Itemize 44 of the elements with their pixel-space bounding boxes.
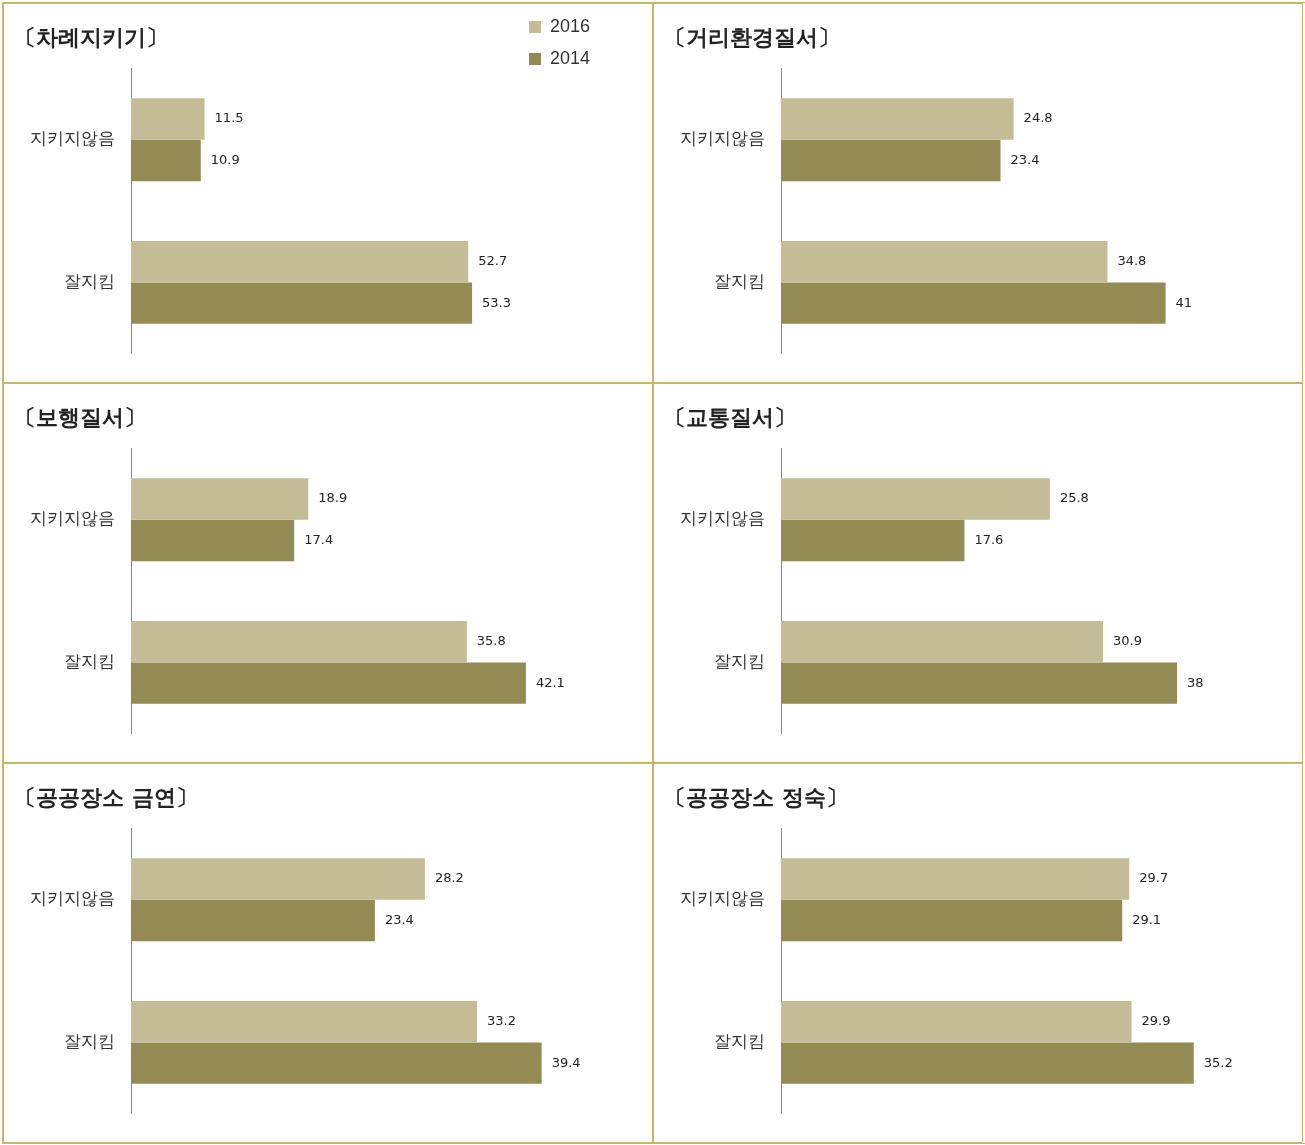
chart-title: 〔보행질서〕 <box>14 404 146 430</box>
data-label: 38 <box>1187 674 1204 690</box>
chart-title: 〔차례지키기〕 <box>14 24 168 50</box>
data-label: 53.3 <box>482 294 512 310</box>
y-tick-label: 잘지킴 <box>64 650 115 671</box>
data-label: 23.4 <box>1010 151 1040 167</box>
data-label: 17.6 <box>974 531 1004 547</box>
y-tick-label: 지키지않음 <box>680 128 765 149</box>
data-label: 35.2 <box>1203 1054 1233 1070</box>
data-label: 11.5 <box>214 110 244 126</box>
data-label: 33.2 <box>487 1013 516 1029</box>
data-label: 42.1 <box>535 674 565 690</box>
data-label: 23.4 <box>384 911 414 927</box>
data-label: 17.4 <box>304 531 334 547</box>
data-label: 35.8 <box>476 633 506 649</box>
data-label: 41 <box>1175 294 1193 310</box>
y-tick-label: 지키지않음 <box>30 508 115 529</box>
y-tick-label: 잘지킴 <box>714 1030 765 1051</box>
data-label: 29.9 <box>1141 1013 1171 1029</box>
y-tick-label: 잘지킴 <box>64 270 115 291</box>
data-label: 24.8 <box>1023 110 1053 126</box>
chart-title: 〔공공장소 금연〕 <box>14 784 198 810</box>
data-label: 18.9 <box>318 490 348 506</box>
data-label: 10.9 <box>210 151 240 167</box>
chart-title: 〔교통질서〕 <box>664 404 796 430</box>
y-tick-label: 지키지않음 <box>30 128 115 149</box>
data-label: 28.2 <box>434 870 464 886</box>
data-label: 25.8 <box>1059 490 1089 506</box>
y-tick-label: 지키지않음 <box>680 508 765 529</box>
data-label: 52.7 <box>478 253 508 269</box>
chart-title: 〔거리환경질서〕 <box>664 24 840 50</box>
legend-label: 2016 <box>549 15 590 36</box>
data-label: 34.8 <box>1117 253 1147 269</box>
y-tick-label: 잘지킴 <box>714 650 765 671</box>
y-tick-label: 잘지킴 <box>714 270 765 291</box>
y-tick-label: 지키지않음 <box>680 888 765 909</box>
legend-label: 2014 <box>549 47 590 68</box>
y-tick-label: 잘지킴 <box>64 1030 115 1051</box>
y-tick-label: 지키지않음 <box>30 888 115 909</box>
data-label: 30.9 <box>1113 633 1142 649</box>
data-label: 29.7 <box>1139 870 1169 886</box>
chart-title: 〔공공장소 정숙〕 <box>664 784 848 810</box>
data-label: 29.1 <box>1132 911 1162 927</box>
data-label: 39.4 <box>551 1054 581 1070</box>
